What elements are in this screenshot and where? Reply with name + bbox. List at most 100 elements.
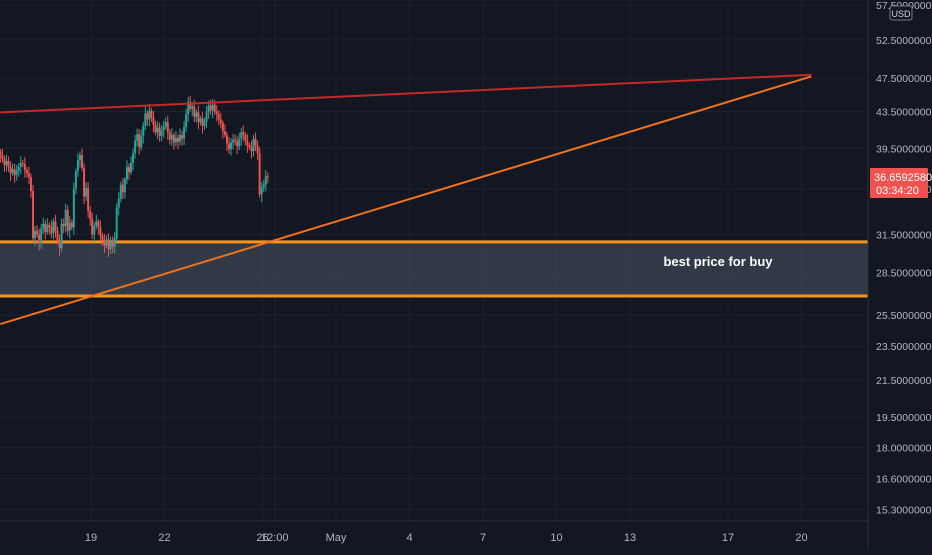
candle-body (52, 221, 55, 234)
candle-body (240, 132, 243, 139)
candle-body (95, 221, 98, 227)
candle-body (99, 227, 102, 236)
candle-body (228, 143, 231, 150)
candle-body (36, 230, 39, 235)
candle-body (215, 111, 218, 115)
candle-body (25, 170, 28, 174)
candle-body (195, 112, 198, 117)
currency-badge-box (889, 5, 913, 21)
support-line[interactable] (0, 75, 812, 326)
candle-body (74, 171, 77, 189)
y-tick-label: 21.50000000 (876, 375, 932, 387)
candle-body (93, 226, 96, 235)
candle-body (207, 105, 210, 113)
y-tick-label: 16.60000000 (876, 474, 932, 486)
candle-body (146, 113, 149, 120)
candle-body (232, 139, 235, 143)
candle-body (109, 241, 112, 250)
candle-body (9, 167, 12, 174)
candle-body (11, 169, 14, 174)
candle-body (174, 137, 177, 143)
candle-body (254, 138, 257, 146)
y-tick-label: 31.50000000 (876, 229, 932, 241)
candle-body (176, 137, 179, 142)
candle-body (160, 130, 163, 136)
trend-lines[interactable] (0, 73, 812, 326)
candle-body (150, 110, 153, 118)
candle-body (3, 159, 6, 166)
candle-body (256, 145, 259, 154)
x-tick-label: 26 (256, 532, 268, 544)
candles (0, 95, 269, 257)
candle-body (264, 176, 267, 185)
x-tick-label: 10 (550, 532, 562, 544)
candle-body (119, 184, 122, 199)
candle-body (76, 160, 79, 172)
buy-zone (0, 240, 868, 298)
candle-body (58, 240, 61, 249)
currency-badge[interactable]: USD (889, 5, 913, 21)
candle-body (13, 169, 16, 176)
candle-body (134, 140, 137, 154)
price-axis[interactable]: 57.5000000052.5000000047.5000000043.5000… (876, 0, 932, 516)
candle-body (117, 198, 120, 208)
candle-body (85, 187, 88, 197)
last-price-value: 36.65925802 (874, 172, 932, 184)
candle-body (1, 155, 4, 160)
candle-body (189, 102, 192, 109)
candle-body (234, 139, 237, 142)
candle-body (223, 131, 226, 135)
candle-body (213, 104, 216, 112)
zone-label: best price for buy (663, 254, 773, 269)
candle-body (217, 114, 220, 120)
candle-body (44, 223, 47, 233)
candle-body (242, 132, 245, 135)
candle-body (125, 167, 128, 180)
candle-body (138, 134, 141, 148)
buy-zone-fill (0, 241, 868, 297)
candle-body (238, 138, 241, 147)
candle-body (64, 209, 67, 227)
candle-body (83, 168, 86, 197)
candle-body (91, 219, 94, 235)
x-tick-label: 4 (406, 532, 412, 544)
candle-body (105, 239, 108, 246)
candle-body (81, 155, 84, 169)
candle-body (42, 223, 45, 229)
candle-body (193, 106, 196, 117)
candle-body (38, 234, 41, 244)
candle-body (111, 241, 114, 247)
candle-body (152, 117, 155, 125)
candle-body (32, 191, 35, 239)
candle-body (136, 134, 139, 141)
candle-body (15, 171, 18, 176)
candle-body (68, 222, 71, 231)
candle-body (21, 163, 24, 165)
candle-body (40, 228, 43, 244)
candle-body (203, 121, 206, 126)
resistance-line[interactable] (0, 73, 812, 114)
candle-body (19, 163, 22, 168)
y-tick-label: 28.50000000 (876, 268, 932, 280)
candle-body (225, 134, 228, 144)
candle-body (170, 134, 173, 140)
candle-body (107, 239, 110, 250)
candle-body (56, 230, 59, 241)
candle-body (166, 122, 169, 133)
candle-body (50, 227, 53, 234)
candle-body (162, 126, 165, 131)
candle-body (123, 179, 126, 193)
y-tick-label: 18.00000000 (876, 443, 932, 455)
candle-body (179, 134, 182, 142)
y-tick-label: 39.50000000 (876, 143, 932, 155)
y-tick-label: 23.50000000 (876, 341, 932, 353)
candle-body (211, 104, 214, 111)
candle-body (262, 184, 265, 188)
candle-body (221, 123, 224, 132)
x-tick-label: May (326, 532, 347, 544)
candle-body (17, 167, 20, 172)
y-tick-label: 15.30000000 (876, 505, 932, 517)
